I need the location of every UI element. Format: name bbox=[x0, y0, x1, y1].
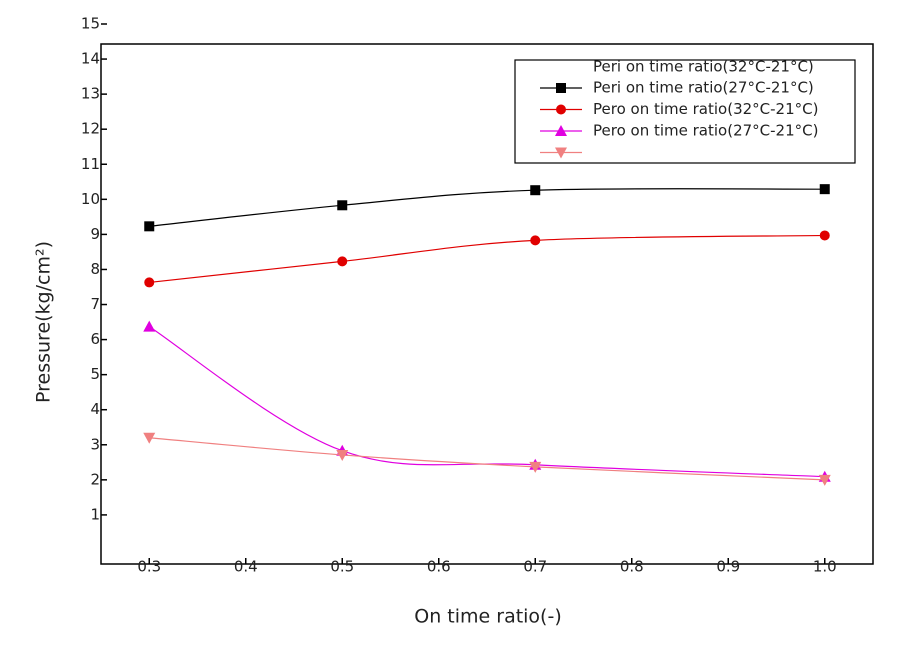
legend-marker bbox=[556, 83, 566, 93]
y-tick-label: 3 bbox=[90, 435, 100, 453]
x-tick-label: 0.8 bbox=[620, 558, 644, 576]
y-tick-label: 7 bbox=[90, 295, 100, 313]
y-tick-label: 11 bbox=[81, 155, 100, 173]
marker bbox=[144, 277, 155, 288]
y-tick-label: 14 bbox=[81, 50, 100, 68]
legend-marker bbox=[555, 147, 567, 159]
y-tick-label: 9 bbox=[90, 225, 100, 243]
y-tick-label: 13 bbox=[81, 85, 100, 103]
legend-header: Peri on time ratio(32°C-21°C) bbox=[593, 58, 814, 76]
x-tick-label: 1.0 bbox=[813, 558, 837, 576]
marker bbox=[818, 474, 831, 486]
legend-marker bbox=[556, 104, 566, 115]
marker bbox=[143, 432, 156, 444]
x-tick-label: 0.5 bbox=[330, 558, 354, 576]
y-tick-label: 1 bbox=[90, 505, 100, 523]
y-tick-label: 6 bbox=[90, 330, 100, 348]
marker bbox=[337, 256, 348, 267]
marker bbox=[337, 200, 348, 211]
y-axis-label: Pressure(kg/cm²) bbox=[33, 241, 55, 403]
marker bbox=[144, 221, 155, 232]
x-tick-label: 0.9 bbox=[716, 558, 740, 576]
series-line bbox=[149, 437, 825, 481]
series-line bbox=[149, 188, 825, 227]
marker bbox=[530, 235, 541, 246]
series-line bbox=[149, 234, 825, 284]
marker bbox=[529, 461, 542, 473]
marker bbox=[530, 185, 541, 196]
y-tick-label: 8 bbox=[90, 260, 100, 278]
x-axis-label: On time ratio(-) bbox=[414, 606, 562, 628]
y-tick-label: 15 bbox=[81, 15, 100, 33]
marker bbox=[143, 320, 156, 332]
y-tick-label: 12 bbox=[81, 120, 100, 138]
y-tick-label: 10 bbox=[81, 190, 100, 208]
x-tick-label: 0.4 bbox=[234, 558, 258, 576]
y-tick-label: 2 bbox=[90, 470, 100, 488]
x-tick-label: 0.3 bbox=[137, 558, 161, 576]
marker bbox=[336, 449, 349, 461]
legend-marker bbox=[555, 125, 567, 136]
series-line bbox=[148, 326, 825, 478]
legend-label: Pero on time ratio(27°C-21°C) bbox=[593, 122, 818, 140]
marker bbox=[819, 184, 830, 195]
x-tick-label: 0.7 bbox=[523, 558, 547, 576]
legend-label: Pero on time ratio(32°C-21°C) bbox=[593, 100, 818, 118]
y-tick-label: 5 bbox=[90, 365, 100, 383]
x-tick-label: 0.6 bbox=[427, 558, 451, 576]
legend-box bbox=[514, 59, 856, 164]
y-tick-label: 4 bbox=[90, 400, 100, 418]
legend-label: Peri on time ratio(27°C-21°C) bbox=[593, 79, 814, 97]
marker bbox=[819, 230, 830, 241]
